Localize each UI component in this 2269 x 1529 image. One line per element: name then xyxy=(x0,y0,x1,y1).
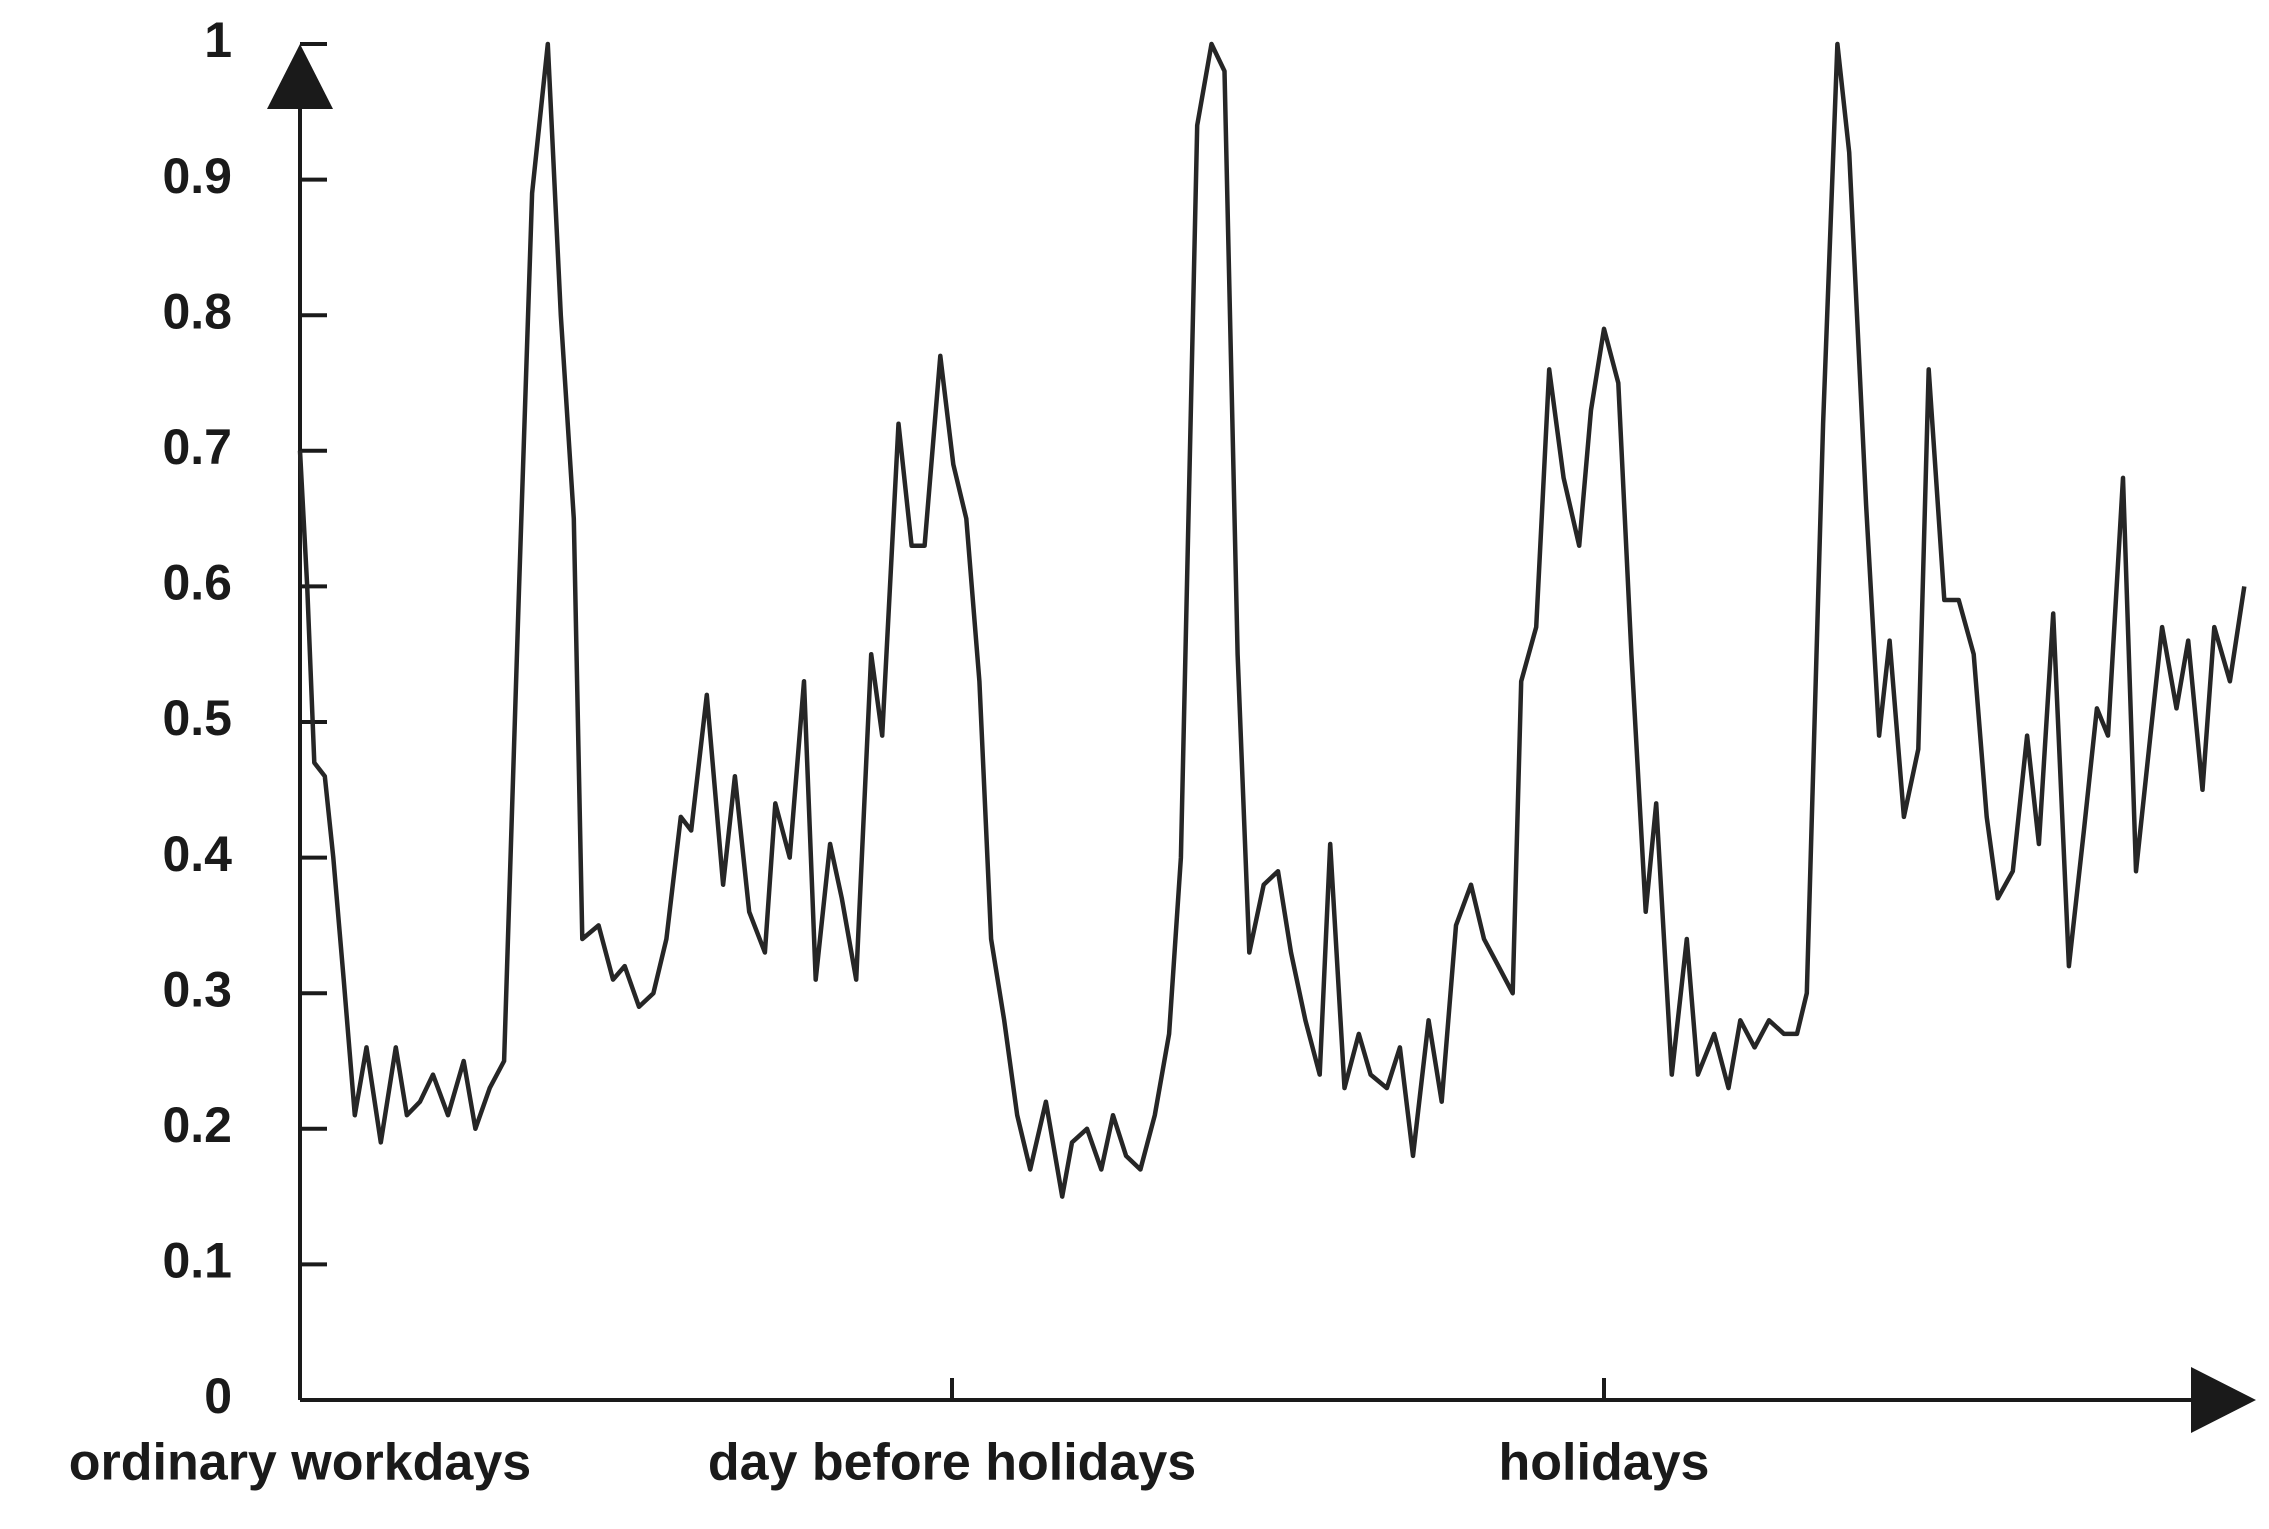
data-line xyxy=(297,41,2247,1199)
x-tick-label: day before holidays xyxy=(708,1434,1196,1492)
x-axis-arrow xyxy=(2191,1367,2256,1433)
y-tick-label: 0.2 xyxy=(162,1097,232,1153)
y-tick-label: 0.4 xyxy=(162,826,232,882)
x-tick-label: holidays xyxy=(1499,1434,1710,1492)
y-tick-label: 1 xyxy=(204,12,232,68)
y-tick-label: 0.3 xyxy=(162,961,232,1017)
y-tick-label: 0.7 xyxy=(162,419,232,475)
y-tick-label: 0.9 xyxy=(162,148,232,204)
y-tick-label: 0.8 xyxy=(162,283,232,339)
x-tick-label: ordinary workdays xyxy=(69,1434,531,1492)
y-tick-label: 0 xyxy=(204,1368,232,1424)
y-tick-label: 0.5 xyxy=(162,690,232,746)
y-axis-arrow xyxy=(267,44,333,109)
y-tick-label: 0.1 xyxy=(162,1233,232,1289)
y-tick-label: 0.6 xyxy=(162,555,232,611)
